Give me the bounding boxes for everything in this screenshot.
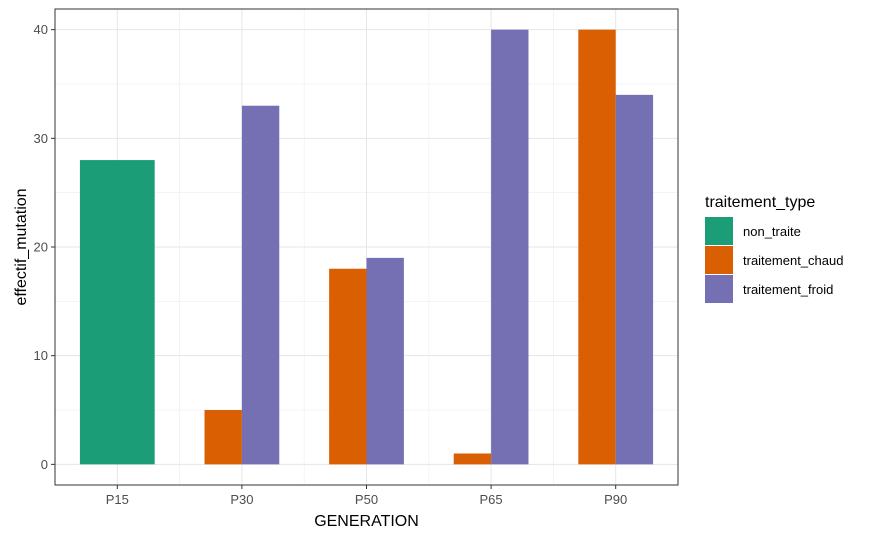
x-tick-label: P90 <box>604 492 627 507</box>
x-tick-label: P50 <box>355 492 378 507</box>
y-tick-label: 30 <box>34 131 48 146</box>
bars <box>79 29 654 465</box>
y-axis-title: effectif_mutation <box>13 188 30 305</box>
bar-traitement_chaud-P65 <box>453 453 492 465</box>
bar-non_traite-P15 <box>79 160 155 465</box>
legend-key-non_traite <box>705 217 733 245</box>
legend-title: traitement_type <box>705 194 815 211</box>
bar-traitement_chaud-P50 <box>329 268 367 465</box>
bar-traitement_froid-P65 <box>491 29 529 465</box>
y-tick-label: 0 <box>41 457 48 472</box>
bar-traitement_chaud-P90 <box>578 29 616 465</box>
bar-traitement_chaud-P30 <box>204 410 242 465</box>
bar-traitement_froid-P50 <box>366 257 404 465</box>
legend-label-traitement_chaud: traitement_chaud <box>743 253 843 268</box>
legend-label-traitement_froid: traitement_froid <box>743 282 833 297</box>
y-axis: 0 10 20 30 40 <box>34 22 55 472</box>
x-axis-title: GENERATION <box>314 513 419 530</box>
legend: traitement_type non_traite traitement_cha… <box>705 194 843 303</box>
x-axis: P15 P30 P50 P65 P90 <box>106 485 627 507</box>
bar-traitement_froid-P30 <box>241 105 280 465</box>
legend-key-traitement_froid <box>705 275 733 303</box>
bar-traitement_froid-P90 <box>615 94 654 465</box>
legend-key-traitement_chaud <box>705 246 733 274</box>
y-tick-label: 40 <box>34 22 48 37</box>
y-tick-label: 10 <box>34 348 48 363</box>
x-tick-label: P65 <box>480 492 503 507</box>
legend-label-non_traite: non_traite <box>743 224 801 239</box>
x-tick-label: P15 <box>106 492 129 507</box>
y-tick-label: 20 <box>34 240 48 255</box>
x-tick-label: P30 <box>230 492 253 507</box>
